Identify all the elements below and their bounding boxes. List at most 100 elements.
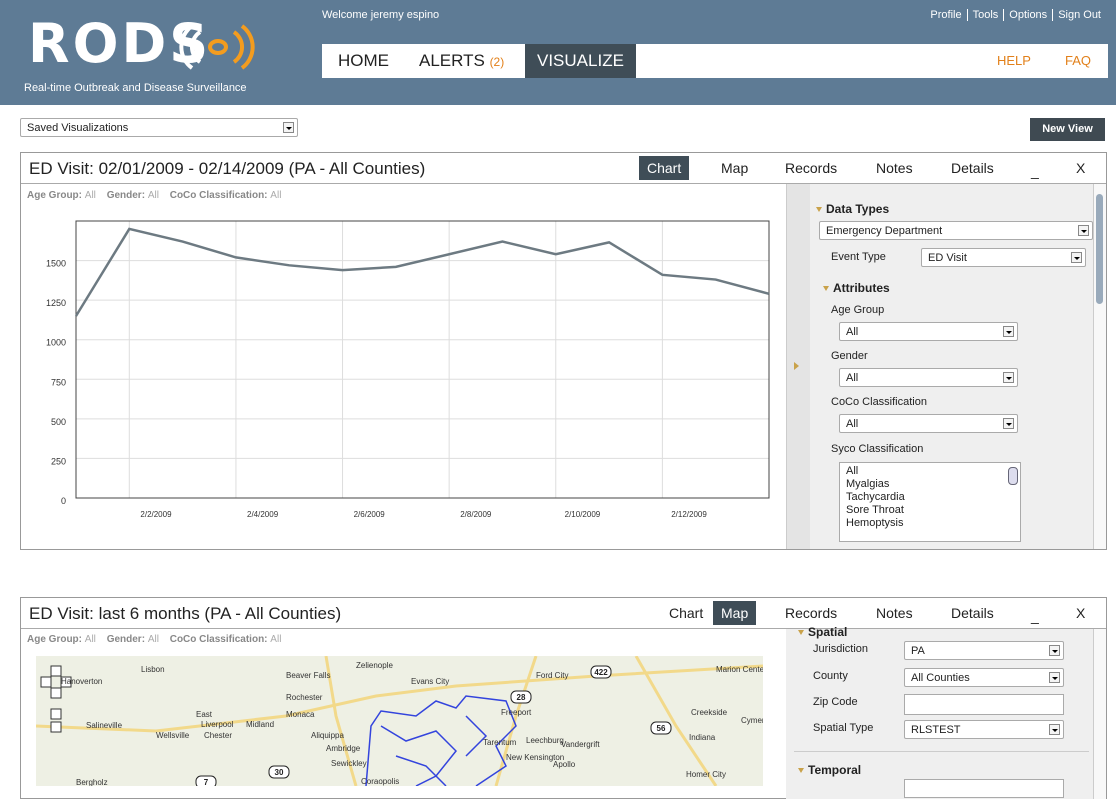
map-label: Apollo xyxy=(553,760,576,769)
map-label: Zelienople xyxy=(356,661,393,670)
link[interactable]: Profile xyxy=(925,9,966,21)
tab[interactable]: Records xyxy=(785,156,837,180)
new-view-button[interactable]: New View xyxy=(1030,118,1105,141)
welcome: Welcome jeremy espino xyxy=(322,9,439,21)
map-label: Indiana xyxy=(689,733,716,742)
element xyxy=(192,32,200,62)
map-label: Creekside xyxy=(691,708,728,717)
list-option[interactable]: All xyxy=(846,465,1014,478)
map-label: Aliquippa xyxy=(311,731,344,740)
faq[interactable]: FAQ xyxy=(1065,44,1091,78)
x-tick-label: 2/8/2009 xyxy=(460,510,492,519)
filter-label: CoCo Classification: xyxy=(170,634,268,645)
element xyxy=(210,26,253,68)
panel-title: ED Visit: 02/01/2009 - 02/14/2009 (PA - … xyxy=(29,159,425,179)
nav-visualize[interactable]: VISUALIZE xyxy=(525,44,636,78)
select-arrow xyxy=(283,122,294,133)
y-tick-label: 1000 xyxy=(46,338,66,348)
select[interactable]: All xyxy=(839,414,1018,433)
tab[interactable]: Records xyxy=(785,601,837,625)
select[interactable]: ED Visit xyxy=(921,248,1086,267)
scrollbar[interactable] xyxy=(1093,629,1106,799)
map-label: Hanoverton xyxy=(61,677,102,686)
select-value: RLSTEST xyxy=(911,724,961,736)
close[interactable]: X xyxy=(1076,156,1085,180)
select[interactable]: RLSTEST xyxy=(904,720,1064,739)
map-label: Cymer xyxy=(741,716,763,725)
select-arrow xyxy=(1049,672,1060,683)
minimize[interactable]: _ xyxy=(1031,159,1039,183)
body: {"header":{"logo":"RODS","tagline":"Real… xyxy=(0,0,1116,785)
help[interactable]: HELP xyxy=(997,44,1031,78)
select[interactable]: All Counties xyxy=(904,668,1064,687)
map-panel: ED Visit: last 6 months (PA - All Counti… xyxy=(20,597,1107,799)
map-label: Evans City xyxy=(411,677,449,686)
section-heading[interactable]: Spatial xyxy=(798,625,847,639)
alerts-count: (2) xyxy=(490,55,505,69)
y-tick-label: 250 xyxy=(51,456,66,466)
x-tick-label: 2/12/2009 xyxy=(671,510,707,519)
list-scroll[interactable] xyxy=(1008,467,1018,485)
nav-alerts[interactable]: ALERTS (2) xyxy=(419,44,504,78)
tab[interactable]: Notes xyxy=(876,601,913,625)
map-label: Vandergrift xyxy=(561,740,600,749)
minimize[interactable]: _ xyxy=(1031,604,1039,628)
section-heading[interactable]: Attributes xyxy=(823,281,890,295)
list-option[interactable]: Myalgias xyxy=(846,478,1014,491)
list-option[interactable]: Hemoptysis xyxy=(846,517,1014,530)
x-tick-label: 2/6/2009 xyxy=(354,510,386,519)
select[interactable] xyxy=(904,779,1064,798)
tab[interactable]: Chart xyxy=(639,156,689,180)
field-label: CoCo Classification xyxy=(831,396,927,408)
list-option[interactable]: Sore Throat xyxy=(846,504,1014,517)
x-tick-label: 2/4/2009 xyxy=(247,510,279,519)
section-heading[interactable]: Temporal xyxy=(798,763,861,777)
element xyxy=(51,666,61,676)
nav-home[interactable]: HOME xyxy=(338,44,389,78)
map-label: Wellsville xyxy=(156,731,190,740)
link[interactable]: Tools xyxy=(967,9,1004,21)
select-value: Emergency Department xyxy=(826,225,942,237)
select-arrow xyxy=(1003,418,1014,429)
collapse-bar[interactable] xyxy=(786,184,810,549)
map-label: Tarentum xyxy=(483,738,517,747)
listbox[interactable]: All Myalgias Tachycardia Sore Throat Hem… xyxy=(839,462,1021,542)
select[interactable]: PA xyxy=(904,641,1064,660)
section-heading[interactable]: Data Types xyxy=(816,202,889,216)
zip-input[interactable] xyxy=(904,694,1064,715)
element xyxy=(51,722,61,732)
select-value: All xyxy=(846,418,858,430)
select-arrow xyxy=(1078,225,1089,236)
nav-bar: HOME ALERTS (2) VISUALIZE HELP FAQ xyxy=(322,44,1108,78)
tab[interactable]: Map xyxy=(721,156,748,180)
close[interactable]: X xyxy=(1076,601,1085,625)
scroll-thumb[interactable] xyxy=(1096,194,1103,304)
select[interactable]: Emergency Department xyxy=(819,221,1093,240)
map-label: Lisbon xyxy=(141,665,165,674)
field-label: Zip Code xyxy=(813,696,858,708)
tab[interactable]: Notes xyxy=(876,156,913,180)
select[interactable]: All xyxy=(839,368,1018,387)
saved-select[interactable]: Saved Visualizations xyxy=(20,118,298,137)
tab[interactable]: Chart xyxy=(669,601,703,625)
sidebar: Data Types Emergency Department Event Ty… xyxy=(810,184,1106,549)
scrollbar[interactable] xyxy=(1093,184,1106,549)
map-label: Marion Center xyxy=(716,665,763,674)
tab[interactable]: Details xyxy=(951,601,994,625)
link[interactable]: Options xyxy=(1003,9,1052,21)
road-number: 422 xyxy=(594,668,608,677)
element xyxy=(41,677,51,687)
page: RODS html,body{margin:0;padding:0;} body… xyxy=(0,0,1116,785)
element xyxy=(210,41,226,53)
select[interactable]: All xyxy=(839,322,1018,341)
map-label: Leechburg xyxy=(526,736,564,745)
link[interactable]: Sign Out xyxy=(1052,9,1106,21)
select-arrow xyxy=(1071,252,1082,263)
list-option[interactable]: Tachycardia xyxy=(846,491,1014,504)
tab[interactable]: Map xyxy=(713,601,756,625)
filter-value: All xyxy=(85,634,96,645)
tab[interactable]: Details xyxy=(951,156,994,180)
field-label: Event Type xyxy=(831,251,886,263)
y-tick-label: 500 xyxy=(51,417,66,427)
